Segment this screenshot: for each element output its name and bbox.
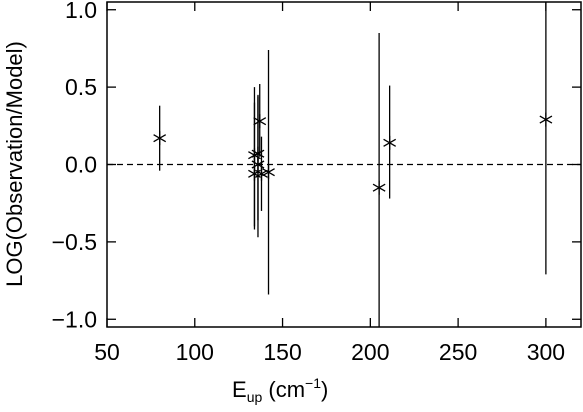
y-tick-label: −1.0 [52,306,97,332]
x-tick-label: 200 [351,339,389,365]
x-tick-label: 250 [439,339,477,365]
data-point-marker [153,131,167,146]
data-point-marker [251,146,265,161]
data-point-marker [372,180,386,195]
x-tick-label: 300 [527,339,565,365]
y-axis-label: LOG(Observation/Model) [2,41,27,287]
y-tick-label: 1.0 [65,0,97,23]
x-axis-ticks: 50 100 150 200 250 300 [94,2,565,365]
data-point-marker [255,166,268,181]
x-tick-label: 150 [263,339,301,365]
data-point-marker [383,135,397,150]
y-tick-label: 0.5 [65,74,97,100]
data-point-marker [253,114,267,129]
data-point-marker [539,112,553,127]
data-point-marker [262,165,275,180]
data-points [153,2,553,327]
y-tick-label: −0.5 [52,229,97,255]
data-point-marker [248,166,261,181]
y-axis-ticks: −1.0 −0.5 0.0 0.5 1.0 [52,0,581,332]
x-axis-label: Eup (cm−1) [232,375,328,405]
x-tick-label: 50 [94,339,120,365]
x-tick-label: 100 [176,339,214,365]
y-tick-label: 0.0 [65,152,97,178]
